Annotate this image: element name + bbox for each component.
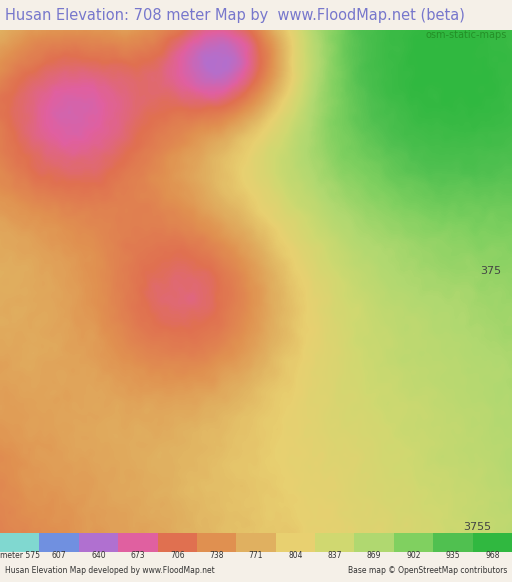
Bar [158,533,197,552]
Text: 738: 738 [209,551,224,560]
Bar [0,533,39,552]
Bar [315,533,354,552]
Text: 869: 869 [367,551,381,560]
Bar [394,533,433,552]
Text: 706: 706 [170,551,184,560]
Bar [79,533,118,552]
Text: 935: 935 [445,551,460,560]
Text: 804: 804 [288,551,303,560]
Text: 902: 902 [407,551,421,560]
Text: 640: 640 [91,551,106,560]
Text: meter 575: meter 575 [0,551,40,560]
Bar [473,533,512,552]
Text: Base map © OpenStreetMap contributors: Base map © OpenStreetMap contributors [348,566,507,576]
Bar [433,533,473,552]
Bar [39,533,79,552]
Text: 375: 375 [481,267,502,276]
Text: 607: 607 [52,551,67,560]
Bar [197,533,237,552]
Bar [275,533,315,552]
Bar [237,533,275,552]
Text: 837: 837 [328,551,342,560]
Text: Husan Elevation Map developed by www.FloodMap.net: Husan Elevation Map developed by www.Flo… [5,566,215,576]
Text: 3755: 3755 [463,523,492,533]
Text: 673: 673 [131,551,145,560]
Text: 771: 771 [249,551,263,560]
Bar [118,533,158,552]
Text: 968: 968 [485,551,500,560]
Bar [354,533,394,552]
Text: osm-static-maps: osm-static-maps [425,30,507,40]
Text: Husan Elevation: 708 meter Map by  www.FloodMap.net (beta): Husan Elevation: 708 meter Map by www.Fl… [5,8,465,23]
